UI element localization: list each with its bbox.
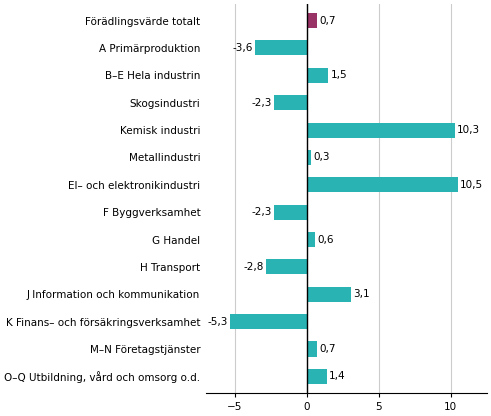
Bar <box>307 150 311 165</box>
Text: -2,8: -2,8 <box>244 262 264 272</box>
Text: 10,5: 10,5 <box>460 180 483 190</box>
Text: 0,7: 0,7 <box>319 344 335 354</box>
Bar <box>307 342 317 357</box>
Bar <box>273 95 307 110</box>
Text: -5,3: -5,3 <box>208 317 228 327</box>
Bar <box>307 68 328 83</box>
Text: 3,1: 3,1 <box>354 289 370 299</box>
Bar <box>307 369 327 384</box>
Text: 0,3: 0,3 <box>313 152 329 162</box>
Bar <box>273 205 307 220</box>
Text: 1,5: 1,5 <box>330 70 347 80</box>
Bar <box>266 260 307 275</box>
Text: 10,3: 10,3 <box>457 125 480 135</box>
Text: 0,7: 0,7 <box>319 15 335 26</box>
Text: 0,6: 0,6 <box>318 235 334 245</box>
Text: 1,4: 1,4 <box>329 371 346 381</box>
Text: -2,3: -2,3 <box>251 98 272 108</box>
Bar <box>230 314 307 329</box>
Bar <box>255 40 307 55</box>
Bar <box>307 13 317 28</box>
Bar <box>307 123 455 138</box>
Bar <box>307 232 315 247</box>
Text: -3,6: -3,6 <box>232 43 253 53</box>
Bar <box>307 177 458 192</box>
Bar <box>307 287 352 302</box>
Text: -2,3: -2,3 <box>251 207 272 217</box>
